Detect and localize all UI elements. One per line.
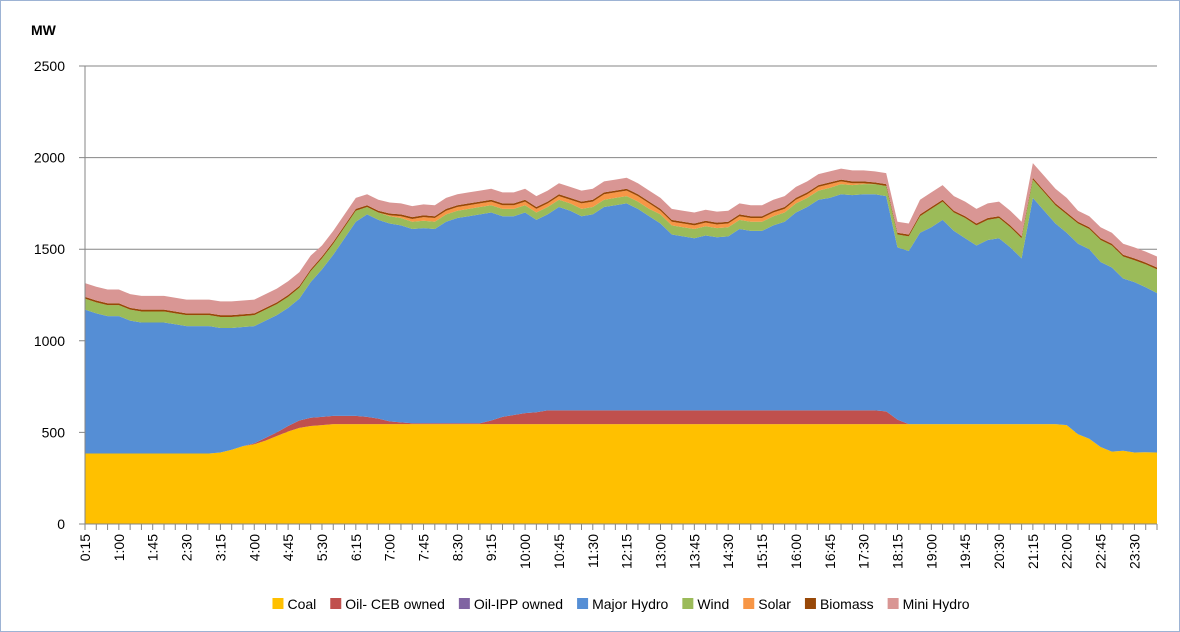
legend-label: Wind [697, 596, 729, 612]
legend-swatch [743, 598, 755, 609]
legend-label: Mini Hydro [903, 596, 970, 612]
y-tick-label: 2000 [34, 150, 65, 166]
x-tick-label: 4:00 [246, 534, 262, 561]
x-tick-label: 5:30 [314, 534, 330, 561]
x-tick-label: 16:00 [788, 534, 804, 569]
x-tick-label: 13:45 [686, 534, 702, 569]
y-tick-label: 2500 [34, 58, 65, 74]
legend-label: Oil-IPP owned [474, 596, 563, 612]
x-tick-label: 23:30 [1126, 534, 1142, 569]
legend-swatch [804, 598, 816, 609]
legend-label: Major Hydro [592, 596, 668, 612]
legend-swatch [330, 598, 342, 609]
x-tick-label: 14:30 [720, 534, 736, 569]
area [85, 194, 1157, 454]
x-tick-label: 15:15 [754, 534, 770, 569]
x-tick-label: 4:45 [280, 534, 296, 561]
x-tick-label: 19:00 [923, 534, 939, 569]
x-tick-label: 22:45 [1093, 534, 1109, 569]
x-tick-label: 9:15 [483, 534, 499, 561]
x-tick-label: 10:00 [517, 534, 533, 569]
x-tick-label: 13:00 [652, 534, 668, 569]
area [85, 163, 1157, 316]
legend-label: Oil- CEB owned [345, 596, 445, 612]
x-tick-label: 7:45 [416, 534, 432, 561]
legend-swatch [682, 598, 694, 609]
x-tick-label: 22:00 [1059, 534, 1075, 569]
y-tick-label: 500 [42, 424, 66, 440]
x-tick-label: 7:00 [382, 534, 398, 561]
x-tick-label: 3:15 [212, 534, 228, 561]
area [85, 410, 1157, 454]
x-tick-label: 12:15 [619, 534, 635, 569]
area [85, 179, 1157, 328]
y-tick-label: 1500 [34, 241, 65, 257]
legend-label: Biomass [820, 596, 874, 612]
legend-swatch [272, 598, 284, 609]
x-tick-label: 18:15 [889, 534, 905, 569]
legend-label: Coal [287, 596, 316, 612]
x-tick-label: 10:45 [551, 534, 567, 569]
x-tick-label: 2:30 [179, 534, 195, 561]
x-tick-label: 21:15 [1025, 534, 1041, 569]
legend-swatch [887, 598, 899, 609]
legend-swatch [458, 598, 470, 609]
legend: Coal Oil- CEB owned Oil-IPP owned Major Hyd… [272, 596, 970, 612]
x-tick-label: 1:00 [111, 534, 127, 561]
y-tick-label: 1000 [34, 333, 65, 349]
x-tick-label: 1:45 [145, 534, 161, 561]
legend-swatch [577, 598, 589, 609]
x-tick-label: 20:30 [991, 534, 1007, 569]
x-tick-label: 17:30 [856, 534, 872, 569]
x-tick-label: 11:30 [585, 534, 601, 568]
x-tick-label: 19:45 [957, 534, 973, 569]
y-tick-label: 0 [57, 516, 65, 532]
y-axis-label: MW [31, 22, 57, 38]
x-tick-label: 8:30 [449, 534, 465, 561]
x-tick-label: 0:15 [77, 534, 93, 561]
legend-label: Solar [758, 596, 791, 612]
x-tick-label: 16:45 [822, 534, 838, 569]
x-tick-label: 6:15 [348, 534, 364, 561]
area [85, 424, 1157, 524]
